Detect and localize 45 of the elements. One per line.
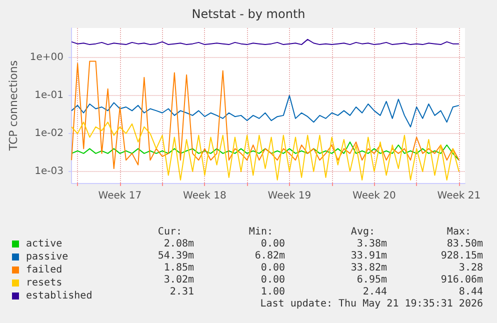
text: 33.91m [350,250,387,262]
y-axis-title: TCP connections [7,60,20,152]
legend-label: established [26,290,92,302]
text: 0.00 [260,238,286,250]
text: 3.28 [458,262,484,274]
text: 3.38m [356,238,388,250]
legend-label: passive [26,252,68,262]
x-tick-label: Week 19 [268,190,312,202]
chart-title: Netstat - by month [192,7,306,21]
legend-label: failed [26,264,62,276]
y-tick-label: 1e+00 [30,52,64,64]
legend-label: active [26,238,62,250]
legend-label: resets [26,278,62,288]
x-tick-label: Week 17 [98,190,142,202]
text: 2.31 [170,286,194,298]
text: 33.82m [350,262,387,274]
line-series [71,60,460,170]
y-tick-label: 1e-02 [34,128,64,140]
x-tick-label: Week 18 [183,190,226,202]
text: 0.00 [260,262,286,274]
text: 1.85m [164,262,194,274]
text: 83.50m [446,238,483,250]
text: Min: [248,226,274,238]
text: 0.00 [260,274,286,286]
line-series [71,122,460,180]
x-tick-label: Week 20 [352,190,396,202]
text: 2.08m [164,238,194,250]
text: Avg: [350,226,376,238]
text: Max: [446,226,472,238]
text: 3.02m [164,274,194,286]
text: 1.00 [260,286,286,298]
y-tick-label: 1e-03 [34,166,64,178]
x-tick-label: Week 21 [437,190,481,202]
text: 928.15m [440,250,484,262]
text: 8.44 [458,286,484,298]
line-series [71,95,460,128]
text: 6.82m [254,250,286,262]
line-series [71,141,460,161]
text: 54.39m [158,250,194,262]
y-tick-label: 1e-01 [34,90,64,102]
text: Cur: [158,226,182,238]
text: 2.44 [362,286,388,298]
text: 916.06m [440,274,484,286]
text: Last update: Thu May 21 19:35:31 2026 [260,298,484,310]
text: 6.95m [356,274,388,286]
